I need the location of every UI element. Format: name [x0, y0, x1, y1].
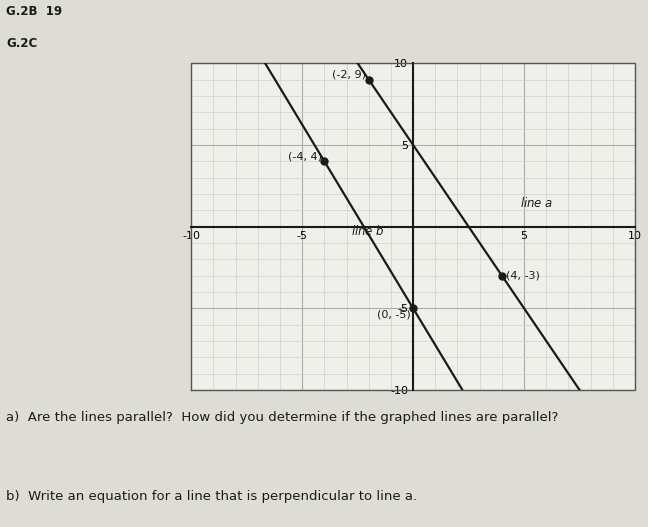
Text: (-4, 4): (-4, 4): [288, 151, 322, 161]
Text: b)  Write an equation for a line that is perpendicular to line a.: b) Write an equation for a line that is …: [6, 490, 417, 503]
Text: line $b$: line $b$: [351, 224, 385, 238]
Text: line $a$: line $a$: [520, 196, 553, 210]
Point: [408, 304, 419, 313]
Text: G.2C: G.2C: [6, 37, 38, 50]
Text: (-2, 9): (-2, 9): [332, 70, 367, 80]
Text: (4, -3): (4, -3): [506, 271, 540, 280]
Point: [496, 271, 507, 280]
Point: [319, 157, 329, 165]
Text: a)  Are the lines parallel?  How did you determine if the graphed lines are para: a) Are the lines parallel? How did you d…: [6, 411, 559, 424]
Text: (0, -5): (0, -5): [377, 310, 411, 320]
Point: [364, 75, 374, 84]
Text: G.2B  19: G.2B 19: [6, 5, 63, 18]
